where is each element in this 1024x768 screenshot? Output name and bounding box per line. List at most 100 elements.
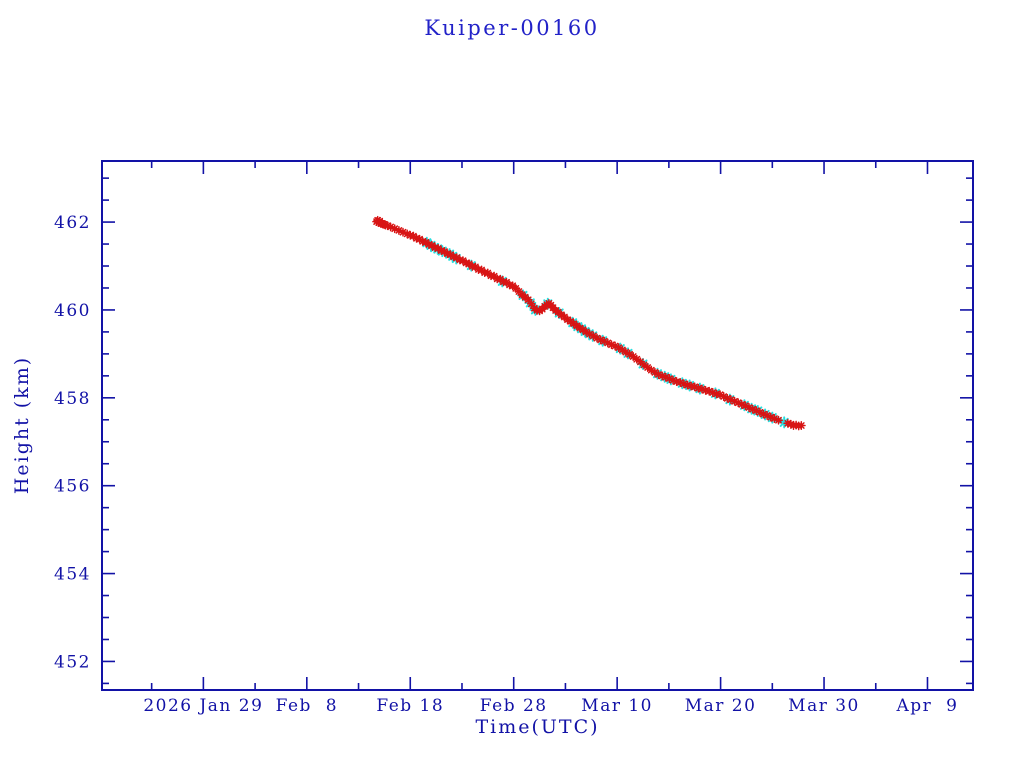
marker-height-observed [686,381,696,391]
y-axis-title: Height (km) [11,355,33,495]
marker-height-observed [596,335,606,345]
marker-height-observed [769,414,779,423]
marker-height-observed [383,221,392,231]
marker-height-observed [412,233,421,243]
marker-height-observed [672,377,682,387]
y-tick-label: 460 [54,301,91,321]
marker-height-flagged [778,416,791,429]
marker-height-observed [675,377,685,387]
marker-height-observed [708,388,718,397]
x-tick-label: Mar 20 [685,696,757,716]
marker-height-observed [599,336,609,346]
marker-height-observed [755,407,765,417]
marker-height-observed [730,396,740,406]
marker-height-observed [621,347,631,357]
marker-height-observed [394,225,404,235]
marker-height-observed [405,230,415,240]
marker-height-observed [791,420,801,430]
x-tick-label: Feb 18 [376,696,444,716]
marker-height-observed [693,383,703,393]
marker-height-observed [526,299,536,309]
marker-height-observed [704,386,714,396]
x-tick-label: Mar 10 [581,696,653,716]
marker-height-observed [668,375,678,385]
marker-height-observed [575,323,585,333]
marker-height-observed [639,360,649,370]
marker-height-observed [588,331,598,341]
x-tick-label: 2026 Jan 29 [143,696,263,716]
marker-height-observed [617,345,627,355]
marker-height-observed [635,357,645,367]
marker-height-observed [643,363,653,372]
marker-height-observed [733,398,743,408]
marker-height-observed [737,399,747,409]
marker-height-observed [625,349,635,359]
marker-height-observed [449,252,459,262]
marker-height-observed [786,419,796,429]
marker-height-observed [715,390,725,400]
marker-height-observed [722,393,732,403]
x-tick-label: Apr 9 [896,696,959,716]
marker-height-observed [701,385,711,395]
marker-height-observed [390,224,400,234]
y-tick-label: 452 [54,652,91,672]
marker-height-observed [628,352,638,361]
marker-height-observed [650,367,660,377]
marker-height-observed [719,392,729,401]
marker-height-observed [603,338,613,348]
x-tick-label: Mar 30 [788,696,860,716]
marker-height-observed [661,372,671,382]
marker-height-observed [726,395,736,405]
marker-height-observed [744,403,754,412]
marker-height-observed [386,222,396,232]
marker-height-observed [607,340,616,350]
marker-height-observed [654,370,663,379]
y-tick-label: 456 [54,477,91,497]
marker-height-observed [443,249,452,259]
marker-height-observed [646,365,656,375]
marker-height-observed [657,371,667,381]
marker-height-observed [712,389,721,399]
marker-height-observed [683,380,692,390]
marker-height-observed [766,412,776,422]
marker-height-observed [751,406,761,416]
marker-height-observed [679,379,689,389]
marker-height-observed [664,374,674,383]
marker-height-observed [774,415,783,425]
marker-height-observed [398,227,408,237]
marker-height-observed [461,258,471,268]
marker-height-observed [505,280,515,290]
marker-height-observed [523,295,533,305]
x-tick-label: Feb 28 [480,696,548,716]
marker-height-observed [796,421,806,430]
marker-height-observed [783,418,793,428]
marker-height-observed [632,354,642,364]
y-tick-label: 458 [54,389,91,409]
marker-height-observed [585,329,595,339]
marker-height-observed [759,409,768,419]
marker-height-observed [430,243,440,253]
marker-height-observed [424,240,434,249]
marker-height-observed [563,315,572,325]
marker-height-observed [614,343,624,353]
marker-height-observed [762,410,772,420]
x-axis-title: Time(UTC) [475,716,600,738]
plot-frame [101,160,974,691]
y-tick-label: 454 [54,565,91,585]
marker-height-observed [418,236,428,246]
x-tick-label: Feb 8 [276,696,338,716]
marker-height-observed [581,327,591,337]
marker-height-observed [592,333,602,343]
chart-title: Kuiper-00160 [424,16,600,40]
marker-height-observed [436,246,446,256]
marker-height-observed [610,341,620,351]
marker-height-observed [748,404,758,414]
marker-height-observed [740,401,750,411]
marker-height-observed [402,229,412,239]
marker-height-observed [690,382,700,392]
y-tick-label: 462 [54,213,91,233]
marker-height-observed [697,384,707,394]
marker-height-observed [455,255,465,265]
